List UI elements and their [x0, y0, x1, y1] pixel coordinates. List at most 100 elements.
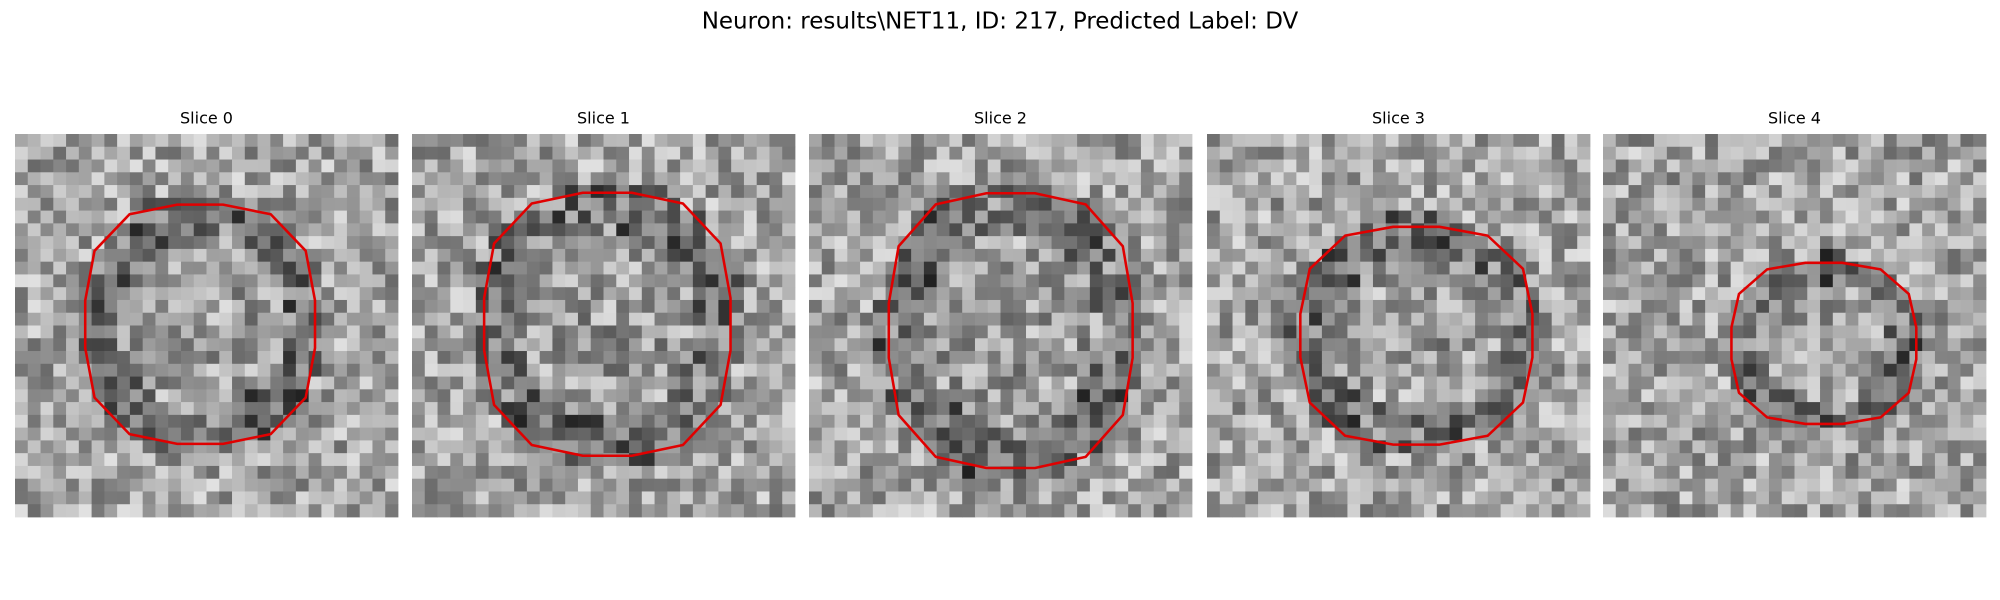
- image-pixel: [1270, 440, 1284, 454]
- image-pixel: [308, 261, 322, 275]
- image-pixel: [949, 338, 963, 352]
- image-pixel: [385, 134, 399, 148]
- image-pixel: [667, 491, 681, 505]
- image-pixel: [142, 159, 156, 173]
- image-pixel: [463, 440, 477, 454]
- image-pixel: [949, 414, 963, 429]
- image-pixel: [1577, 287, 1591, 301]
- image-pixel: [860, 338, 874, 352]
- image-pixel: [834, 351, 848, 365]
- image-pixel: [450, 414, 464, 429]
- image-pixel: [346, 172, 361, 186]
- image-pixel: [1000, 325, 1014, 339]
- image-pixel: [1321, 236, 1336, 250]
- image-pixel: [769, 491, 783, 505]
- image-pixel: [641, 427, 655, 441]
- image-pixel: [1666, 351, 1680, 365]
- image-pixel: [155, 491, 169, 505]
- image-pixel: [1000, 478, 1014, 492]
- image-pixel: [1258, 440, 1272, 454]
- image-pixel: [385, 414, 399, 429]
- image-pixel: [756, 146, 770, 160]
- image-pixel: [1398, 185, 1412, 199]
- image-pixel: [1245, 504, 1259, 518]
- image-pixel: [860, 363, 874, 377]
- image-pixel: [1140, 453, 1155, 467]
- image-pixel: [1743, 185, 1757, 199]
- image-pixel: [359, 236, 373, 250]
- image-pixel: [769, 402, 783, 416]
- image-pixel: [1858, 351, 1872, 365]
- image-pixel: [1883, 453, 1898, 467]
- image-pixel: [565, 261, 579, 275]
- image-pixel: [1500, 414, 1514, 429]
- image-pixel: [1321, 504, 1336, 518]
- image-pixel: [987, 363, 1001, 377]
- image-pixel: [1871, 236, 1885, 250]
- image-pixel: [821, 159, 835, 173]
- image-pixel: [1038, 504, 1052, 518]
- image-pixel: [129, 453, 144, 467]
- image-pixel: [1347, 478, 1361, 492]
- image-pixel: [1258, 465, 1272, 480]
- image-pixel: [1577, 465, 1591, 480]
- image-pixel: [1781, 363, 1795, 377]
- image-pixel: [1372, 274, 1387, 288]
- image-pixel: [91, 210, 105, 224]
- image-pixel: [1538, 351, 1553, 365]
- image-pixel: [104, 325, 118, 339]
- image-pixel: [1641, 261, 1655, 275]
- image-pixel: [885, 453, 899, 467]
- image-pixel: [1436, 363, 1450, 377]
- image-pixel: [1768, 299, 1783, 314]
- image-pixel: [475, 440, 489, 454]
- image-pixel: [1270, 299, 1284, 314]
- image-pixel: [168, 312, 182, 326]
- image-pixel: [629, 338, 643, 352]
- image-pixel: [412, 453, 426, 467]
- image-pixel: [1360, 414, 1374, 429]
- image-pixel: [1296, 427, 1310, 441]
- image-pixel: [949, 185, 963, 199]
- image-pixel: [809, 236, 823, 250]
- image-pixel: [809, 134, 823, 148]
- image-pixel: [923, 146, 938, 160]
- image-pixel: [193, 389, 207, 403]
- image-pixel: [1153, 414, 1167, 429]
- image-pixel: [372, 338, 386, 352]
- image-pixel: [270, 248, 284, 263]
- image-pixel: [168, 248, 182, 263]
- image-pixel: [1089, 504, 1104, 518]
- image-pixel: [180, 146, 195, 160]
- image-pixel: [1947, 453, 1961, 467]
- image-pixel: [974, 197, 989, 211]
- image-pixel: [782, 312, 796, 326]
- image-pixel: [372, 159, 386, 173]
- image-pixel: [1411, 402, 1425, 416]
- image-pixel: [911, 197, 925, 211]
- image-pixel: [1153, 248, 1167, 263]
- image-pixel: [1207, 210, 1221, 224]
- image-pixel: [142, 210, 156, 224]
- image-pixel: [1128, 465, 1142, 480]
- image-pixel: [1102, 146, 1116, 160]
- image-pixel: [629, 389, 643, 403]
- image-pixel: [295, 478, 310, 492]
- image-pixel: [1449, 325, 1463, 339]
- image-pixel: [372, 504, 386, 518]
- image-pixel: [680, 376, 694, 390]
- image-pixel: [1730, 134, 1744, 148]
- image-pixel: [705, 491, 719, 505]
- image-pixel: [1500, 287, 1514, 301]
- image-pixel: [1641, 465, 1655, 480]
- image-pixel: [1641, 414, 1655, 429]
- image-pixel: [1883, 274, 1898, 288]
- image-pixel: [974, 351, 989, 365]
- image-pixel: [1026, 440, 1040, 454]
- image-pixel: [1628, 248, 1642, 263]
- image-pixel: [743, 134, 758, 148]
- image-pixel: [1258, 223, 1272, 237]
- image-pixel: [1475, 287, 1489, 301]
- image-pixel: [1820, 414, 1834, 429]
- image-pixel: [1845, 248, 1859, 263]
